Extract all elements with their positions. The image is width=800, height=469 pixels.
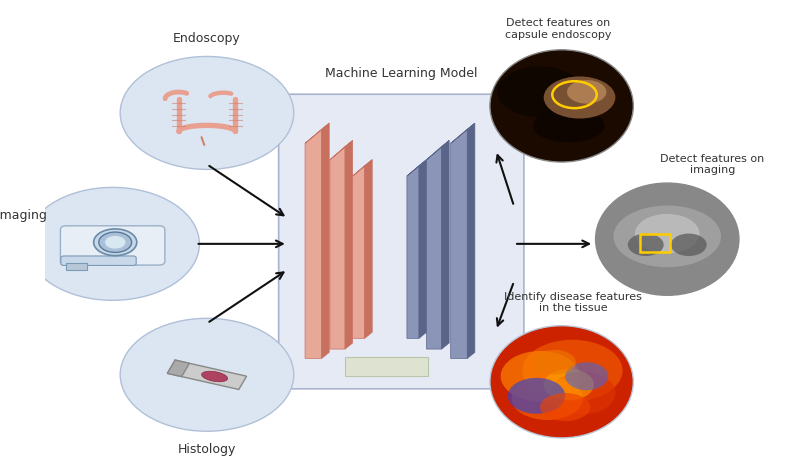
Polygon shape — [305, 123, 330, 144]
Ellipse shape — [533, 350, 576, 375]
Polygon shape — [407, 166, 419, 338]
Polygon shape — [407, 159, 426, 176]
Ellipse shape — [628, 234, 664, 256]
Text: Detect features on
capsule endoscopy: Detect features on capsule endoscopy — [505, 18, 611, 39]
Polygon shape — [353, 159, 372, 176]
Polygon shape — [167, 360, 190, 377]
Polygon shape — [330, 141, 353, 159]
Text: Machine Learning Model: Machine Learning Model — [325, 67, 477, 80]
Ellipse shape — [551, 372, 615, 414]
FancyBboxPatch shape — [61, 226, 165, 265]
FancyBboxPatch shape — [345, 357, 428, 376]
Polygon shape — [442, 141, 449, 349]
Polygon shape — [322, 123, 330, 358]
Ellipse shape — [544, 76, 615, 119]
Ellipse shape — [540, 393, 590, 421]
Text: Endoscopy: Endoscopy — [173, 32, 241, 45]
Polygon shape — [365, 159, 372, 338]
Polygon shape — [467, 123, 475, 358]
Polygon shape — [305, 129, 322, 358]
Text: Imaging: Imaging — [0, 209, 47, 222]
Ellipse shape — [26, 188, 199, 300]
Ellipse shape — [533, 109, 605, 143]
Ellipse shape — [490, 50, 634, 162]
Ellipse shape — [614, 205, 721, 267]
FancyBboxPatch shape — [278, 94, 524, 389]
Circle shape — [105, 236, 126, 249]
Ellipse shape — [565, 362, 608, 390]
Polygon shape — [330, 147, 345, 349]
Polygon shape — [450, 129, 467, 358]
Polygon shape — [419, 159, 426, 338]
Ellipse shape — [635, 214, 699, 253]
Ellipse shape — [501, 351, 579, 401]
Polygon shape — [353, 166, 365, 338]
Ellipse shape — [671, 234, 706, 256]
Polygon shape — [426, 147, 442, 349]
Ellipse shape — [544, 369, 594, 401]
Ellipse shape — [508, 378, 565, 414]
FancyBboxPatch shape — [61, 256, 136, 265]
Polygon shape — [426, 141, 449, 159]
Polygon shape — [345, 141, 353, 349]
Text: Detect features on
imaging: Detect features on imaging — [661, 153, 765, 175]
Ellipse shape — [595, 183, 739, 295]
Polygon shape — [167, 360, 246, 389]
Polygon shape — [450, 123, 475, 144]
Ellipse shape — [120, 318, 294, 431]
Ellipse shape — [497, 67, 583, 117]
Ellipse shape — [120, 56, 294, 169]
Text: Histology: Histology — [178, 443, 236, 455]
Ellipse shape — [490, 325, 634, 438]
Ellipse shape — [202, 371, 228, 382]
Text: Identify disease features
in the tissue: Identify disease features in the tissue — [504, 292, 642, 313]
Ellipse shape — [511, 377, 583, 420]
Circle shape — [94, 229, 137, 256]
FancyBboxPatch shape — [66, 263, 87, 270]
FancyBboxPatch shape — [41, 0, 800, 469]
Ellipse shape — [567, 80, 606, 104]
Circle shape — [98, 232, 132, 252]
Ellipse shape — [522, 340, 622, 401]
